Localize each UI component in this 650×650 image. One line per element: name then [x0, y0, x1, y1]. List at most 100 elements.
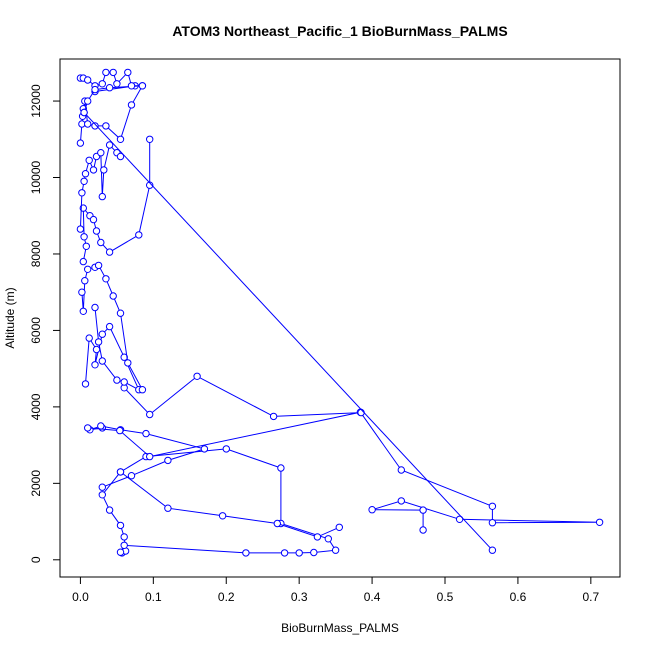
data-point — [488, 519, 497, 527]
data-point — [116, 152, 125, 161]
plot-frame — [59, 58, 621, 578]
data-point — [419, 506, 427, 514]
data-point — [120, 541, 128, 549]
data-point — [98, 80, 107, 88]
data-point — [94, 338, 103, 346]
y-tick-label: 12000 — [29, 84, 43, 118]
data-point — [138, 386, 147, 394]
data-point — [273, 519, 281, 528]
data-point — [94, 261, 103, 270]
data-point — [357, 408, 365, 417]
data-point — [397, 497, 405, 505]
data-point — [100, 166, 108, 174]
data-point — [116, 468, 125, 476]
data-point — [455, 515, 464, 523]
data-point — [81, 277, 89, 285]
data-point — [109, 68, 117, 77]
data-point — [84, 424, 92, 432]
data-point — [120, 378, 128, 386]
y-tick-label: 2000 — [29, 470, 43, 497]
data-point — [324, 535, 332, 543]
data-point — [109, 292, 117, 300]
data-point — [280, 549, 289, 557]
data-point — [200, 445, 209, 453]
x-axis-label: BioBurnMass_PALMS — [281, 621, 399, 635]
data-point — [277, 464, 285, 472]
chart-title: ATOM3 Northeast_Pacific_1 BioBurnMass_PA… — [172, 23, 507, 39]
data-point — [313, 533, 322, 541]
data-point — [116, 521, 125, 530]
data-point — [105, 248, 114, 256]
data-point — [84, 97, 92, 105]
data-point — [146, 452, 154, 461]
data-point — [127, 101, 136, 109]
x-tick-label: 0.4 — [364, 590, 381, 604]
data-point — [269, 412, 278, 421]
data-point — [92, 345, 101, 354]
data-point — [79, 257, 88, 266]
y-tick-label: 10000 — [29, 161, 43, 195]
data-point — [89, 215, 98, 224]
data-point — [488, 502, 497, 510]
data-point — [488, 546, 497, 554]
data-point — [595, 518, 604, 526]
data-point — [113, 376, 121, 384]
data-point — [98, 330, 107, 338]
data-point — [81, 380, 90, 388]
data-point — [78, 189, 86, 197]
series-line — [80, 71, 493, 551]
data-point — [92, 227, 101, 235]
data-point — [80, 233, 88, 241]
data-point — [76, 139, 85, 147]
data-point — [222, 445, 231, 453]
x-axis: 0.0 0.1 0.2 0.3 0.4 0.5 0.6 0.7 — [72, 576, 599, 604]
data-point — [98, 357, 107, 365]
data-point — [105, 84, 114, 92]
data-point — [127, 82, 136, 90]
data-point — [124, 68, 132, 77]
data-point — [120, 533, 128, 541]
y-tick-label: 6000 — [29, 317, 43, 344]
x-tick-label: 0.7 — [582, 590, 599, 604]
data-point — [102, 275, 110, 283]
data-point — [116, 135, 125, 144]
data-point — [91, 85, 99, 94]
y-axis-label: Altitude (m) — [3, 287, 17, 348]
data-point — [142, 429, 150, 438]
data-point — [102, 68, 110, 77]
data-point — [80, 177, 88, 186]
data-point — [82, 242, 91, 251]
y-tick-label: 8000 — [29, 240, 43, 267]
data-point — [419, 526, 427, 534]
data-point — [397, 466, 405, 474]
data-point — [116, 309, 125, 317]
data-point — [146, 410, 154, 419]
x-tick-label: 0.5 — [437, 590, 454, 604]
data-point — [116, 426, 124, 435]
data-point — [102, 122, 110, 130]
data-point — [242, 549, 250, 557]
x-tick-label: 0.2 — [218, 590, 235, 604]
data-point — [78, 288, 86, 296]
data-point — [98, 483, 107, 491]
data-point — [85, 334, 93, 342]
series-line — [120, 471, 340, 538]
data-point — [98, 192, 107, 201]
data-point — [368, 506, 376, 514]
data-point — [91, 122, 99, 130]
data-point — [97, 149, 105, 157]
data-point — [331, 546, 340, 554]
data-point — [105, 506, 114, 514]
data-point — [116, 548, 125, 556]
x-tick-label: 0.1 — [145, 590, 162, 604]
y-tick-label: 4000 — [29, 393, 43, 420]
data-point — [335, 523, 343, 531]
data-point — [138, 82, 147, 90]
data-point — [113, 80, 121, 88]
data-point — [127, 472, 136, 480]
data-point — [164, 504, 172, 512]
data-point — [310, 548, 318, 557]
data-point — [84, 120, 92, 128]
x-tick-label: 0.0 — [72, 590, 89, 604]
